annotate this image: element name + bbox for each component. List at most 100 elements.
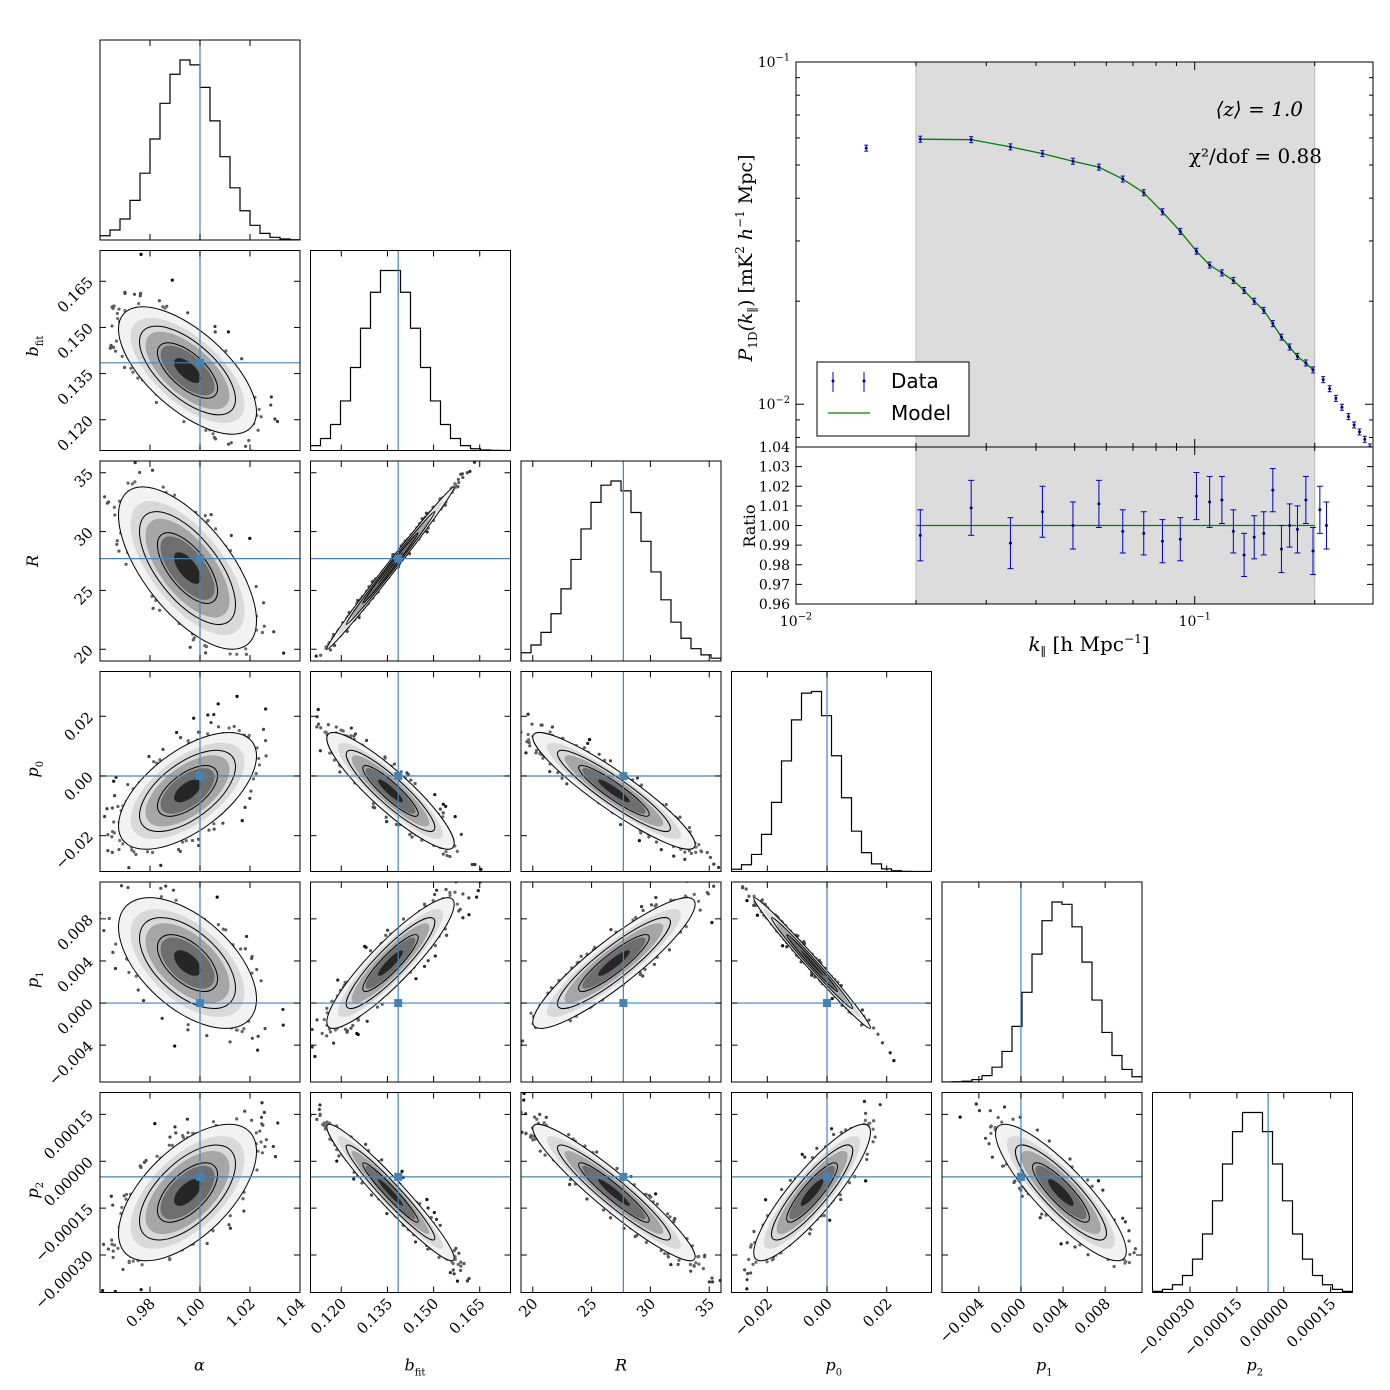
density-R-p2 [532, 1123, 696, 1262]
sample-point [433, 943, 438, 948]
sample-point [663, 1251, 667, 1256]
sample-point [548, 769, 552, 774]
sample-point [212, 712, 216, 717]
sample-point [1073, 1245, 1077, 1249]
panel-frame [1152, 1092, 1353, 1293]
ratio-point [1069, 501, 1076, 550]
contour-2 [362, 765, 419, 817]
x-axis-label-p1-sub: 1 [1046, 1367, 1052, 1378]
sample-point [437, 1255, 441, 1260]
sample-point [117, 307, 121, 311]
sample-point [503, 1021, 506, 1024]
density-R-p1 [532, 897, 696, 1029]
histogram-R [521, 480, 721, 661]
y-tick-label: −0.004 [45, 1037, 97, 1089]
sample-point [181, 1134, 185, 1138]
sample-point [240, 1029, 244, 1034]
sample-point [522, 1092, 526, 1095]
sample-point [659, 848, 663, 852]
y-axis-label-p2-sub: 2 [35, 1182, 46, 1188]
sample-point [441, 811, 445, 815]
sample-point [996, 1115, 1000, 1120]
ratio-marker [1304, 498, 1308, 502]
density-level-4 [173, 358, 201, 383]
density-level-4 [378, 779, 403, 803]
sample-point [380, 1158, 384, 1162]
data-point [1357, 428, 1362, 436]
panel-frame [310, 1092, 511, 1293]
sample-point [459, 1260, 463, 1264]
sample-point [751, 1262, 755, 1266]
data-marker [1071, 159, 1075, 163]
sample-point [226, 330, 230, 334]
truth-marker [196, 771, 204, 780]
sample-point [312, 666, 315, 669]
sample-point [126, 885, 130, 890]
sample-point [240, 357, 244, 361]
sample-point [256, 1149, 260, 1153]
panel-content [310, 250, 511, 451]
sample-point [765, 1260, 769, 1264]
sample-point [176, 847, 181, 852]
sample-point [86, 821, 89, 824]
ratio-point [968, 479, 975, 536]
truth-marker [394, 1172, 403, 1181]
data-marker [1346, 415, 1350, 419]
x-tick-label: 1.04 [272, 1295, 308, 1331]
sample-point [587, 737, 592, 742]
sample-point [323, 1127, 327, 1131]
y-tick-label: 0.008 [54, 911, 97, 954]
sample-point [114, 339, 119, 343]
sample-point [408, 832, 412, 837]
power-y-tick-label: 10−2 [758, 395, 790, 413]
sample-point [425, 1197, 429, 1202]
sample-point [203, 651, 208, 655]
sample-point [689, 851, 694, 856]
sample-point [677, 1258, 681, 1262]
contour-0 [117, 1123, 257, 1262]
sample-point [264, 1138, 268, 1142]
ylabel-part-9: Mpc] [735, 155, 757, 211]
sample-point [257, 756, 261, 761]
ratio-plot: 0.960.970.980.991.001.011.021.031.0410−2… [740, 440, 1374, 659]
sample-point [529, 1011, 533, 1015]
y-axis-label-b_fit-main: b [23, 346, 42, 356]
sample-point [413, 1240, 418, 1244]
y-tick-label: 0.150 [54, 320, 97, 363]
x-axis-label-p0: p0 [826, 1356, 843, 1379]
sample-point [155, 1154, 159, 1158]
panel-content [100, 40, 300, 240]
sample-point [345, 1029, 349, 1033]
panel-frame [941, 1092, 1143, 1293]
sample-point [654, 903, 658, 907]
sample-point [282, 651, 286, 655]
data-marker [1271, 322, 1275, 326]
sample-point [259, 415, 263, 419]
sample-point [1035, 1128, 1039, 1132]
sample-point [185, 1117, 190, 1121]
panel-content [310, 1092, 511, 1293]
ratio-point [1039, 485, 1046, 538]
ratio-y-tick-label: 0.98 [759, 558, 790, 574]
corner-panel-b_fit-R [310, 460, 511, 669]
y-tick-label: 0.00000 [40, 1153, 97, 1210]
sample-point [635, 1233, 639, 1238]
sample-point [465, 1279, 470, 1283]
sample-point [260, 1101, 264, 1105]
sample-point [448, 893, 452, 897]
sample-point [461, 892, 465, 896]
sample-point [473, 862, 477, 867]
sample-point [543, 1153, 547, 1157]
density-level-4 [598, 779, 630, 803]
sample-point [281, 1007, 285, 1012]
panel-frame [310, 460, 511, 662]
ratio-x-tick-label-exp: −2 [798, 612, 812, 623]
sample-point [534, 751, 538, 755]
ratio-point [1241, 532, 1248, 578]
sample-point [250, 1036, 254, 1040]
data-point [1279, 333, 1284, 341]
sample-point [864, 1111, 868, 1115]
y-tick-label: 35 [71, 465, 97, 491]
sample-point [264, 707, 268, 711]
